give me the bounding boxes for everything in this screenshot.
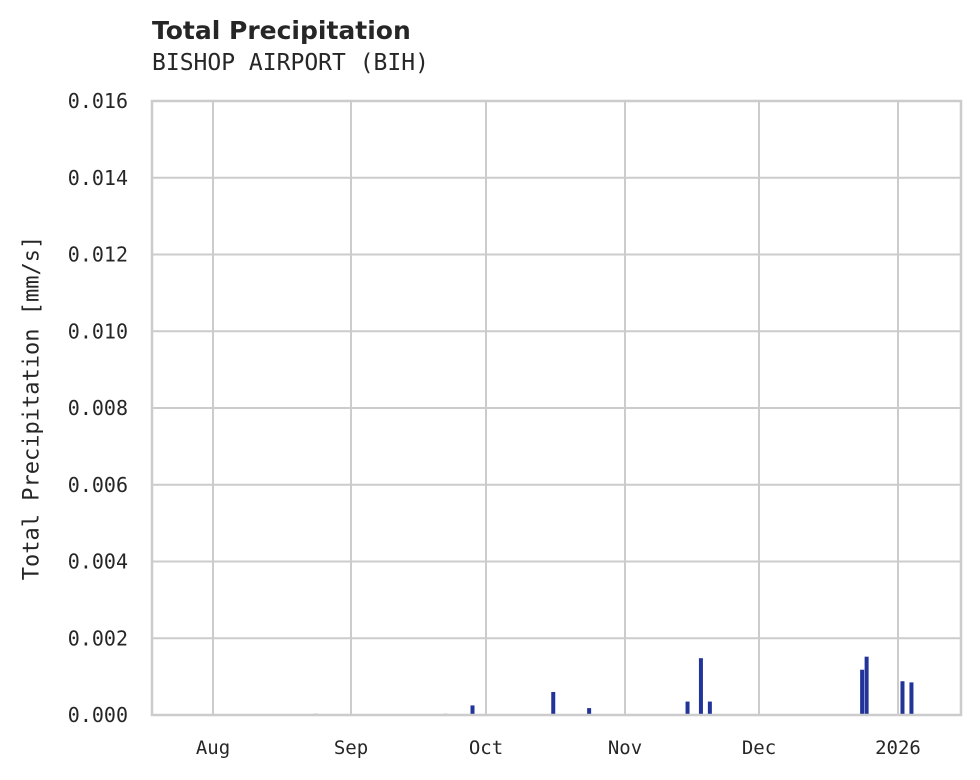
chart-title: Total Precipitation: [152, 16, 411, 45]
precip-bar: [860, 669, 865, 715]
y-tick-label: 0.004: [68, 550, 128, 574]
y-axis-ticks: 0.000 0.002 0.004 0.006 0.008 0.010 0.012 0.014…: [68, 89, 128, 727]
chart-subtitle: BISHOP AIRPORT (BIH): [152, 50, 429, 76]
y-tick-label: 0.010: [68, 319, 128, 343]
precip-bar: [900, 681, 905, 715]
y-tick-label: 0.002: [68, 626, 128, 650]
precipitation-series: [313, 656, 914, 716]
y-tick-label: 0.006: [68, 473, 128, 497]
y-tick-label: 0.012: [68, 243, 128, 267]
precip-bar: [909, 682, 914, 715]
plot-frame: [150, 99, 963, 717]
x-tick-label: Oct: [469, 737, 503, 759]
y-tick-label: 0.000: [68, 703, 128, 727]
precip-bar: [864, 656, 869, 715]
x-tick-label: Dec: [742, 737, 776, 759]
precip-bar: [707, 701, 712, 715]
grid-lines: [152, 100, 961, 716]
precip-bar: [685, 701, 690, 715]
precip-bar: [470, 705, 475, 715]
x-tick-label: Nov: [608, 737, 642, 759]
precip-bar: [698, 658, 703, 715]
y-tick-label: 0.014: [68, 166, 128, 190]
precip-bar: [551, 691, 556, 715]
x-axis-ticks: Aug Sep Oct Nov Dec 2026: [196, 737, 921, 759]
x-tick-label: 2026: [875, 737, 921, 759]
precip-bar: [587, 708, 592, 715]
x-tick-label: Aug: [196, 737, 230, 759]
y-tick-label: 0.008: [68, 396, 128, 420]
x-tick-label: Sep: [334, 737, 368, 759]
y-tick-label: 0.016: [68, 89, 128, 113]
